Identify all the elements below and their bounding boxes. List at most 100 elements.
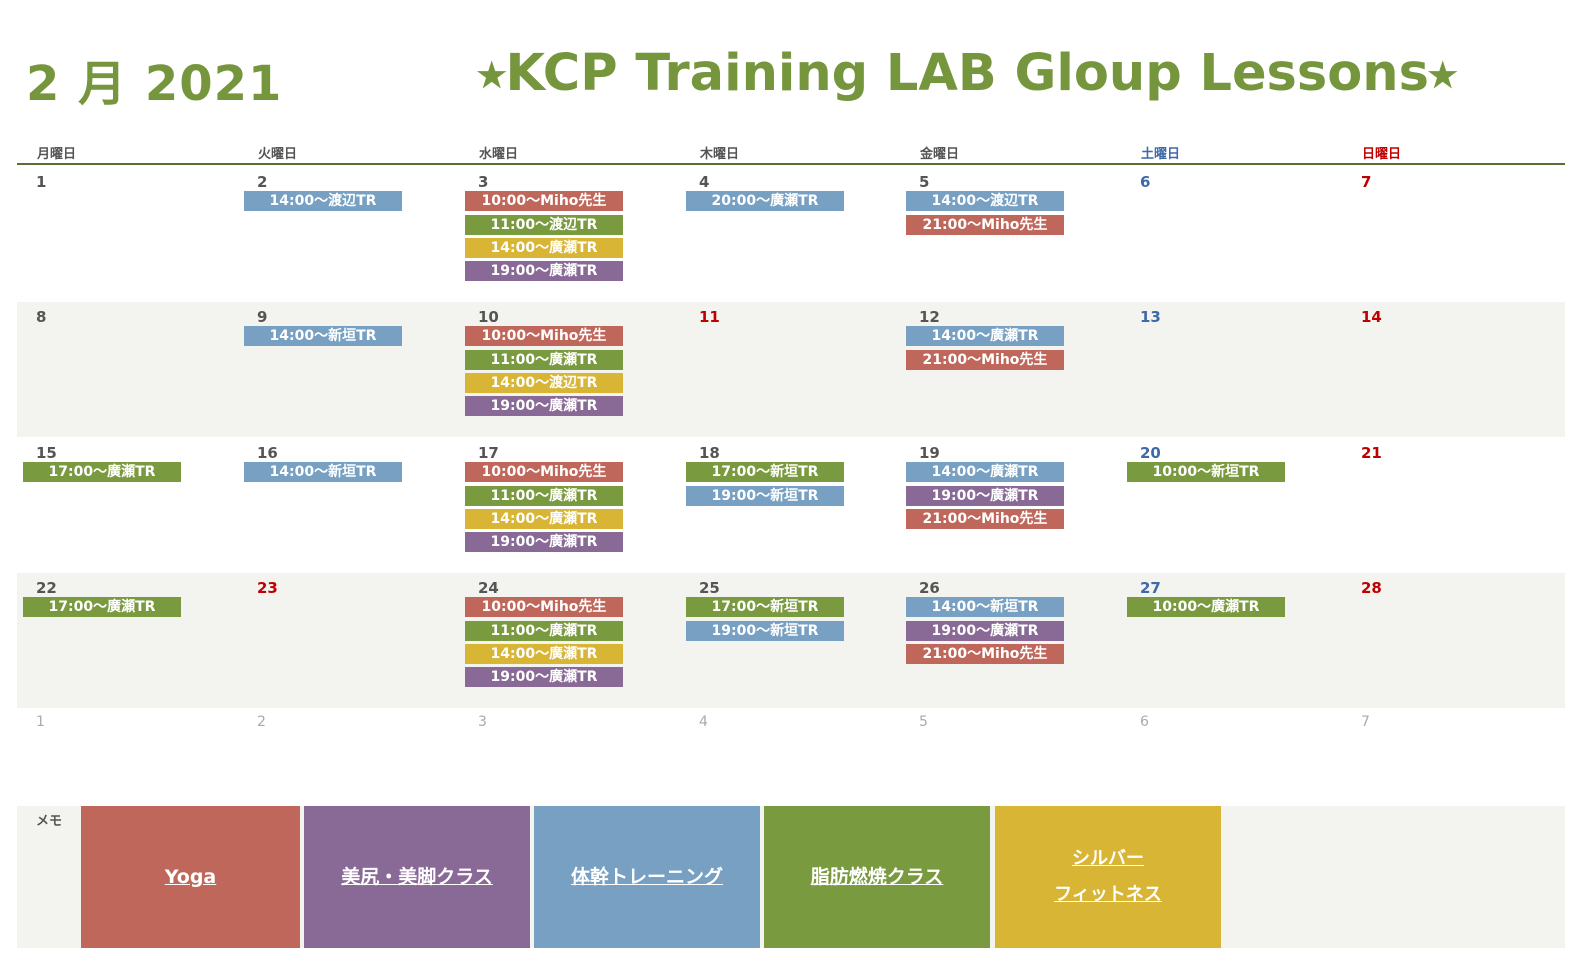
day-cell[interactable]: 7 bbox=[1342, 167, 1563, 302]
next-month-day-number: 5 bbox=[919, 714, 928, 730]
day-number: 18 bbox=[699, 444, 720, 462]
legend-text: Yoga bbox=[165, 859, 217, 895]
lesson-entry[interactable]: 17:00〜新垣TR bbox=[686, 597, 844, 617]
day-cell[interactable]: 25 17:00〜新垣TR 19:00〜新垣TR bbox=[680, 573, 901, 708]
day-number: 1 bbox=[36, 173, 47, 191]
day-cell[interactable]: 12 14:00〜廣瀬TR 21:00〜Miho先生 bbox=[900, 302, 1121, 437]
lesson-entry[interactable]: 10:00〜Miho先生 bbox=[465, 597, 623, 617]
day-cell[interactable]: 22 17:00〜廣瀬TR bbox=[17, 573, 238, 708]
day-cell[interactable]: 24 10:00〜Miho先生 11:00〜廣瀬TR 14:00〜廣瀬TR 19:00〜… bbox=[459, 573, 680, 708]
lesson-entry[interactable]: 14:00〜廣瀬TR bbox=[906, 462, 1064, 482]
lesson-entry[interactable]: 19:00〜新垣TR bbox=[686, 486, 844, 506]
lesson-entry[interactable]: 14:00〜廣瀬TR bbox=[465, 509, 623, 529]
day-cell[interactable]: 19 14:00〜廣瀬TR 19:00〜廣瀬TR 21:00〜Miho先生 bbox=[900, 438, 1121, 573]
day-cell[interactable]: 11 bbox=[680, 302, 901, 437]
day-cell[interactable]: 21 bbox=[1342, 438, 1563, 573]
day-number: 21 bbox=[1361, 444, 1382, 462]
lesson-entry[interactable]: 19:00〜廣瀬TR bbox=[906, 486, 1064, 506]
day-cell[interactable]: 15 17:00〜廣瀬TR bbox=[17, 438, 238, 573]
day-cell[interactable]: 2 14:00〜渡辺TR bbox=[238, 167, 459, 302]
day-cell[interactable]: 20 10:00〜新垣TR bbox=[1121, 438, 1342, 573]
legend-item[interactable]: Yoga bbox=[81, 806, 300, 948]
lesson-entry[interactable]: 19:00〜廣瀬TR bbox=[465, 532, 623, 552]
lesson-entry[interactable]: 19:00〜廣瀬TR bbox=[465, 667, 623, 687]
day-number: 22 bbox=[36, 579, 57, 597]
weekday-label: 月曜日 bbox=[37, 147, 77, 162]
lesson-entry[interactable]: 21:00〜Miho先生 bbox=[906, 350, 1064, 370]
day-cell[interactable]: 8 bbox=[17, 302, 238, 437]
day-cell[interactable]: 13 bbox=[1121, 302, 1342, 437]
lesson-entry[interactable]: 17:00〜新垣TR bbox=[686, 462, 844, 482]
lesson-entry[interactable]: 14:00〜渡辺TR bbox=[465, 373, 623, 393]
day-cell[interactable]: 27 10:00〜廣瀬TR bbox=[1121, 573, 1342, 708]
lesson-entry[interactable]: 10:00〜Miho先生 bbox=[465, 191, 623, 211]
lesson-entry[interactable]: 14:00〜廣瀬TR bbox=[906, 326, 1064, 346]
day-cell[interactable]: 17 10:00〜Miho先生 11:00〜廣瀬TR 14:00〜廣瀬TR 19:00〜… bbox=[459, 438, 680, 573]
lesson-entry[interactable]: 14:00〜新垣TR bbox=[906, 597, 1064, 617]
lesson-entry[interactable]: 14:00〜廣瀬TR bbox=[465, 238, 623, 258]
day-cell[interactable]: 28 bbox=[1342, 573, 1563, 708]
weekday-label: 木曜日 bbox=[700, 147, 740, 162]
day-cell[interactable]: 5 14:00〜渡辺TR 21:00〜Miho先生 bbox=[900, 167, 1121, 302]
lesson-entry[interactable]: 19:00〜廣瀬TR bbox=[465, 396, 623, 416]
week-row: 8 9 14:00〜新垣TR 10 10:00〜Miho先生 11:00〜廣瀬TR 14:0… bbox=[17, 302, 1565, 437]
lesson-entry[interactable]: 14:00〜渡辺TR bbox=[906, 191, 1064, 211]
lesson-entry[interactable]: 10:00〜新垣TR bbox=[1127, 462, 1285, 482]
legend-item[interactable]: シルバーフィットネス bbox=[995, 806, 1221, 948]
lesson-entry[interactable]: 10:00〜Miho先生 bbox=[465, 326, 623, 346]
lesson-entry[interactable]: 21:00〜Miho先生 bbox=[906, 215, 1064, 235]
day-number: 4 bbox=[699, 173, 710, 191]
day-cell[interactable]: 6 bbox=[1121, 167, 1342, 302]
legend-label[interactable]: 脂肪燃焼クラス bbox=[810, 866, 944, 888]
legend-label[interactable]: Yoga bbox=[164, 866, 217, 888]
weekday-label: 日曜日 bbox=[1362, 147, 1402, 162]
next-month-day-number: 3 bbox=[478, 714, 487, 730]
lesson-entry[interactable]: 11:00〜渡辺TR bbox=[465, 215, 623, 235]
day-number: 15 bbox=[36, 444, 57, 462]
day-number: 10 bbox=[478, 308, 499, 326]
lesson-entry[interactable]: 21:00〜Miho先生 bbox=[906, 644, 1064, 664]
day-cell[interactable]: 3 10:00〜Miho先生 11:00〜渡辺TR 14:00〜廣瀬TR 19:00〜廣… bbox=[459, 167, 680, 302]
legend-label[interactable]: 体幹トレーニング bbox=[570, 866, 723, 888]
weekday-label: 水曜日 bbox=[479, 147, 519, 162]
lesson-entry[interactable]: 11:00〜廣瀬TR bbox=[465, 621, 623, 641]
week-row: 22 17:00〜廣瀬TR 23 24 10:00〜Miho先生 11:00〜廣瀬TR 14… bbox=[17, 573, 1565, 708]
lesson-entry[interactable]: 21:00〜Miho先生 bbox=[906, 509, 1064, 529]
legend-item[interactable]: 美尻・美脚クラス bbox=[304, 806, 530, 948]
legend-label[interactable]: フィットネス bbox=[1054, 884, 1162, 905]
lesson-entry[interactable]: 11:00〜廣瀬TR bbox=[465, 350, 623, 370]
legend-item[interactable]: 脂肪燃焼クラス bbox=[764, 806, 990, 948]
legend-text: 体幹トレーニング bbox=[571, 859, 723, 895]
lesson-entry[interactable]: 17:00〜廣瀬TR bbox=[23, 462, 181, 482]
next-month-day-number: 4 bbox=[699, 714, 708, 730]
lesson-entry[interactable]: 19:00〜廣瀬TR bbox=[906, 621, 1064, 641]
lesson-entry[interactable]: 10:00〜Miho先生 bbox=[465, 462, 623, 482]
day-number: 27 bbox=[1140, 579, 1161, 597]
lesson-entry[interactable]: 14:00〜廣瀬TR bbox=[465, 644, 623, 664]
lesson-entry[interactable]: 14:00〜新垣TR bbox=[244, 326, 402, 346]
lesson-entry[interactable]: 10:00〜廣瀬TR bbox=[1127, 597, 1285, 617]
lesson-entry[interactable]: 19:00〜新垣TR bbox=[686, 621, 844, 641]
legend-item[interactable]: 体幹トレーニング bbox=[534, 806, 760, 948]
day-cell[interactable]: 23 bbox=[238, 573, 459, 708]
next-month-day-number: 1 bbox=[36, 714, 45, 730]
lesson-entry[interactable]: 17:00〜廣瀬TR bbox=[23, 597, 181, 617]
day-cell[interactable]: 16 14:00〜新垣TR bbox=[238, 438, 459, 573]
lesson-entry[interactable]: 11:00〜廣瀬TR bbox=[465, 486, 623, 506]
day-cell[interactable]: 10 10:00〜Miho先生 11:00〜廣瀬TR 14:00〜渡辺TR 19:00〜… bbox=[459, 302, 680, 437]
day-number: 9 bbox=[257, 308, 268, 326]
day-cell[interactable]: 4 20:00〜廣瀬TR bbox=[680, 167, 901, 302]
lesson-entry[interactable]: 19:00〜廣瀬TR bbox=[465, 261, 623, 281]
day-cell[interactable]: 1 bbox=[17, 167, 238, 302]
week-row: 15 17:00〜廣瀬TR 16 14:00〜新垣TR 17 10:00〜Miho先生 11… bbox=[17, 438, 1565, 573]
day-cell[interactable]: 18 17:00〜新垣TR 19:00〜新垣TR bbox=[680, 438, 901, 573]
legend-label[interactable]: シルバー bbox=[1071, 848, 1144, 869]
day-number: 26 bbox=[919, 579, 940, 597]
day-cell[interactable]: 14 bbox=[1342, 302, 1563, 437]
lesson-entry[interactable]: 14:00〜渡辺TR bbox=[244, 191, 402, 211]
legend-label[interactable]: 美尻・美脚クラス bbox=[341, 866, 493, 888]
lesson-entry[interactable]: 14:00〜新垣TR bbox=[244, 462, 402, 482]
day-cell[interactable]: 26 14:00〜新垣TR 19:00〜廣瀬TR 21:00〜Miho先生 bbox=[900, 573, 1121, 708]
day-cell[interactable]: 9 14:00〜新垣TR bbox=[238, 302, 459, 437]
lesson-entry[interactable]: 20:00〜廣瀬TR bbox=[686, 191, 844, 211]
